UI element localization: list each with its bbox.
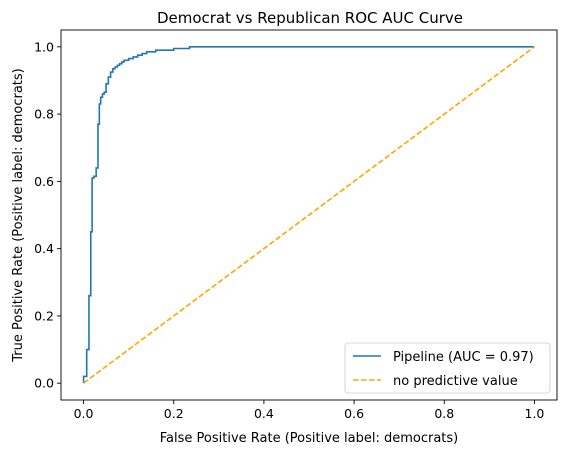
x-tick-label: 0.8 (434, 406, 454, 421)
axis-ticks: 0.0 0.2 0.4 0.6 0.8 1.0 0.0 0.2 0.4 0.6 0.8 1.0 (34, 39, 544, 421)
legend-box (344, 342, 551, 394)
y-tick-label: 0.8 (34, 107, 54, 122)
legend: Pipeline (AUC = 0.97) no predictive valu… (344, 342, 551, 394)
y-tick-label: 1.0 (34, 39, 54, 54)
legend-label-pipeline: Pipeline (AUC = 0.97) (393, 350, 534, 365)
legend-label-no-predictive: no predictive value (393, 374, 518, 389)
x-tick-label: 0.4 (254, 406, 274, 421)
plot-area (82, 46, 535, 384)
x-tick-label: 1.0 (525, 406, 545, 421)
x-tick-label: 0.2 (164, 406, 184, 421)
axes-frame (60, 29, 558, 401)
no-predictive-value-line (83, 46, 535, 384)
chart-title: Democrat vs Republican ROC AUC Curve (157, 9, 463, 27)
x-tick-label: 0.0 (74, 406, 94, 421)
y-axis-label: True Positive Rate (Positive label: demo… (11, 68, 26, 362)
roc-curve-line (82, 46, 535, 384)
x-axis-label: False Positive Rate (Positive label: dem… (160, 431, 459, 446)
y-tick-label: 0.0 (34, 376, 54, 391)
y-tick-label: 0.2 (34, 308, 54, 323)
x-tick-label: 0.6 (344, 406, 364, 421)
y-tick-label: 0.4 (34, 241, 54, 256)
y-tick-label: 0.6 (34, 174, 54, 189)
